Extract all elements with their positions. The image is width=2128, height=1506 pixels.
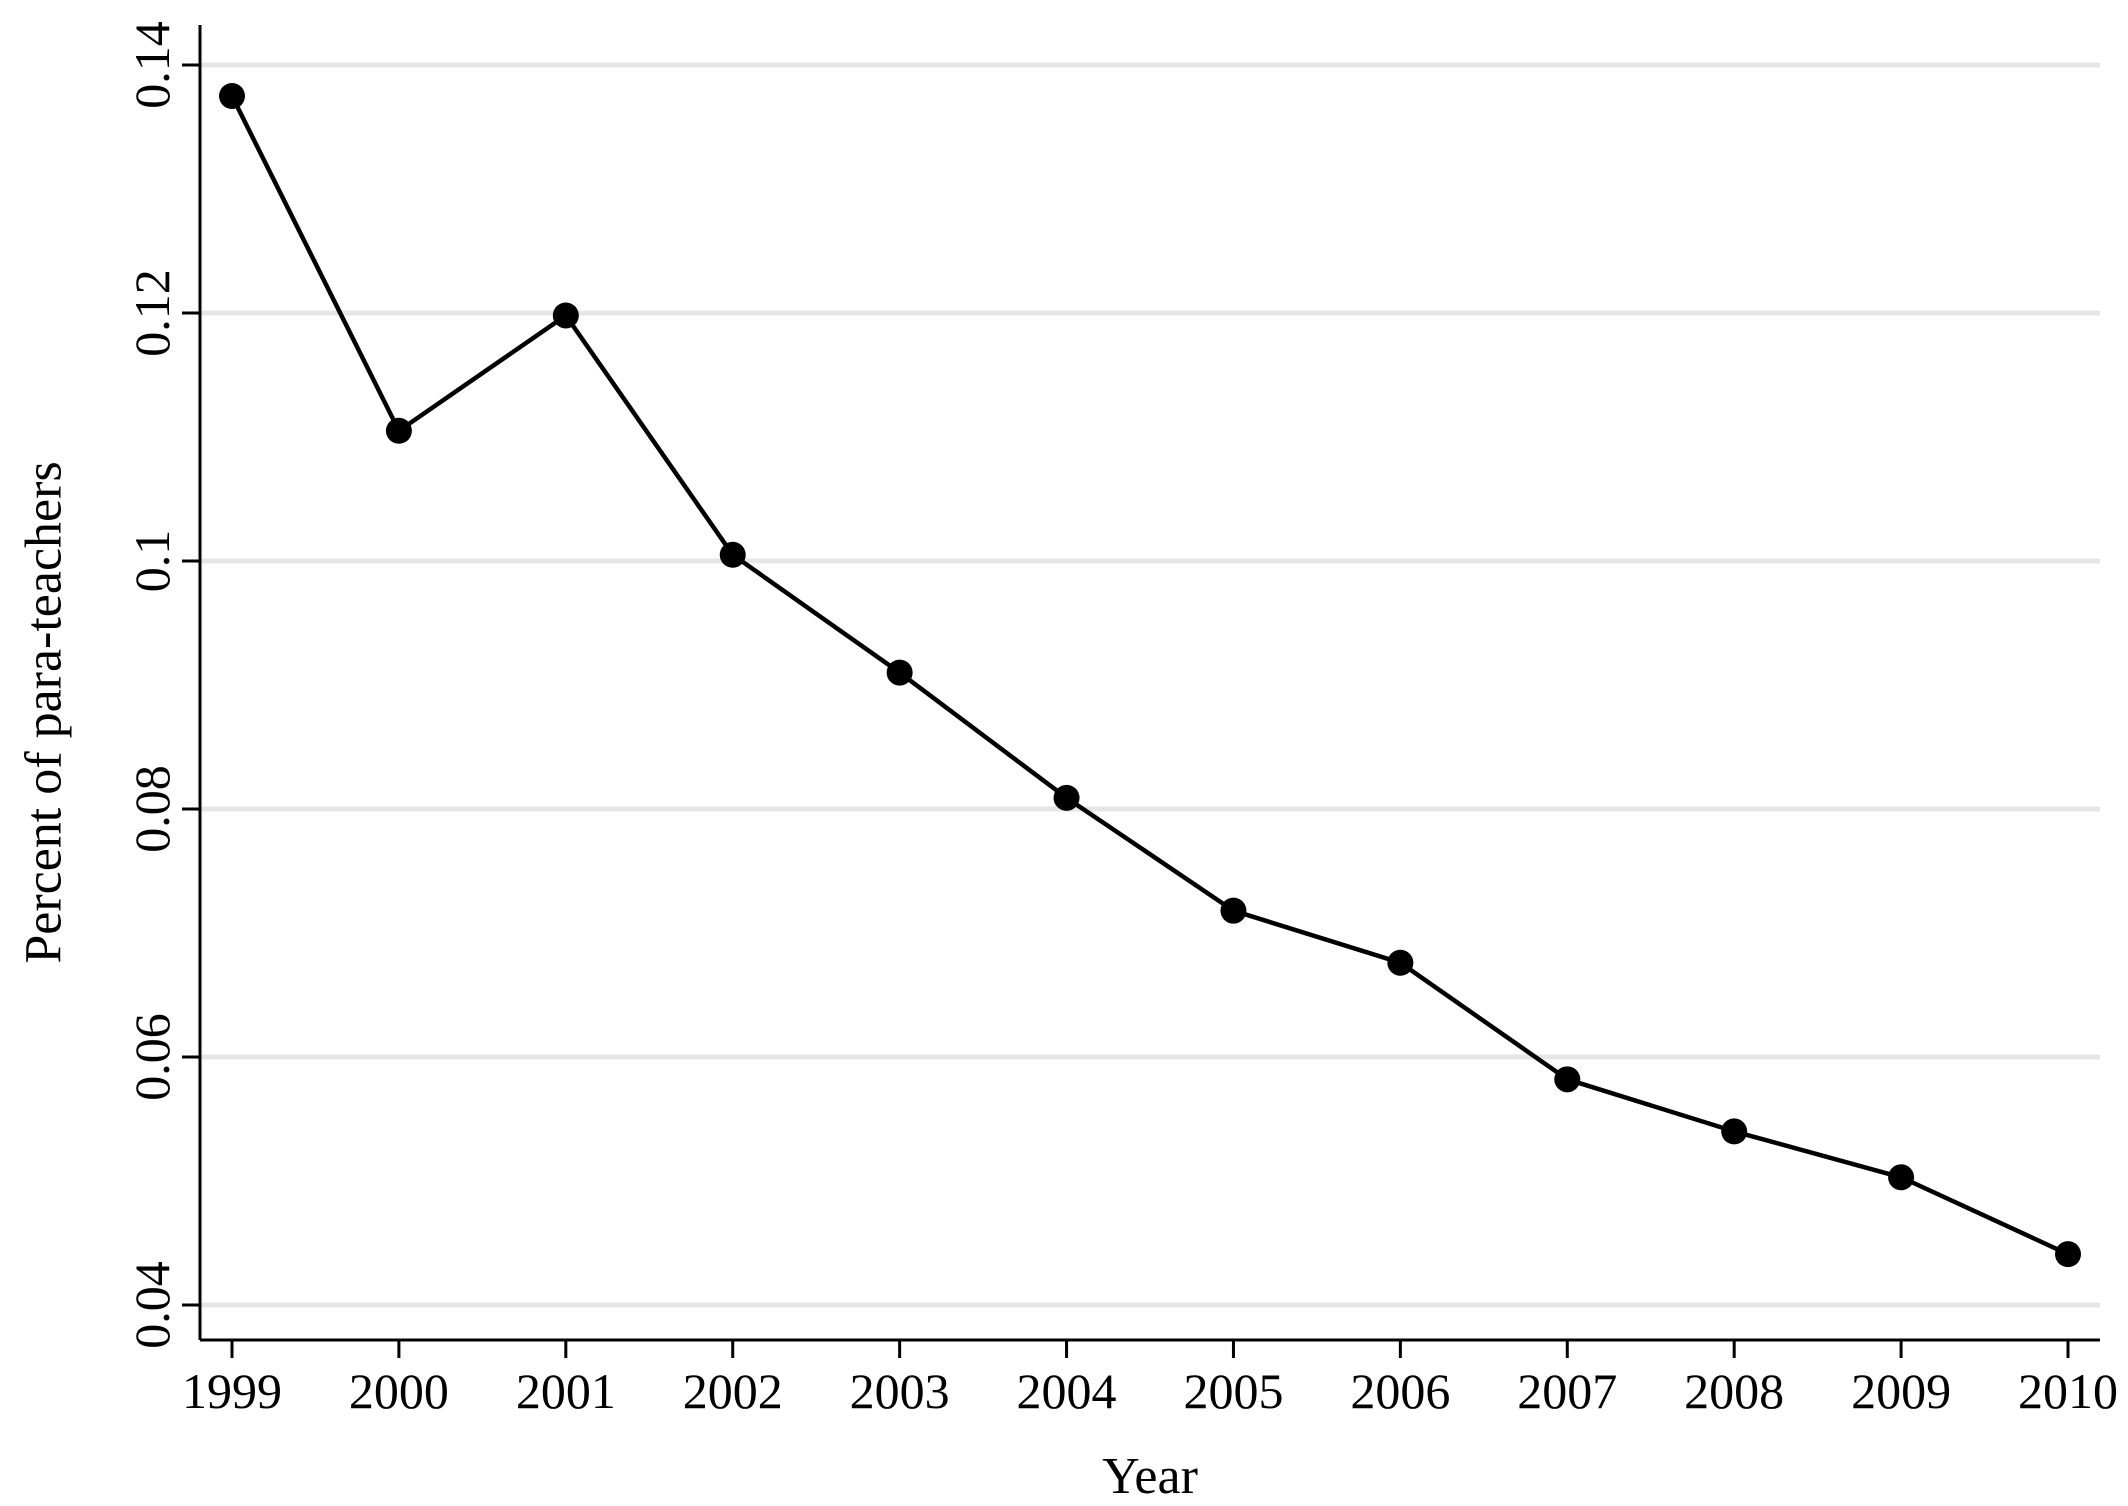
y-ticks: 0.04 0.06 0.08 0.1 0.12 0.14	[124, 21, 200, 1349]
data-point	[2055, 1241, 2081, 1267]
x-tick-label: 2003	[850, 1363, 950, 1419]
x-axis-title: Year	[1102, 1448, 1198, 1505]
x-tick-label: 2000	[349, 1363, 449, 1419]
data-point	[1054, 785, 1080, 811]
data-point	[1220, 898, 1246, 924]
data-point	[1721, 1118, 1747, 1144]
x-tick-label: 2006	[1350, 1363, 1450, 1419]
x-tick-label: 2002	[683, 1363, 783, 1419]
y-tick-label: 0.06	[124, 1013, 180, 1101]
series-line	[232, 96, 2068, 1254]
data-point	[553, 302, 579, 328]
gridlines	[200, 65, 2100, 1305]
x-tick-label: 2004	[1017, 1363, 1117, 1419]
y-tick-label: 0.14	[124, 21, 180, 109]
axes	[200, 25, 2100, 1340]
x-tick-label: 2009	[1851, 1363, 1951, 1419]
y-tick-label: 0.1	[124, 530, 180, 593]
y-tick-label: 0.12	[124, 269, 180, 357]
x-tick-label: 2001	[516, 1363, 616, 1419]
data-point	[887, 660, 913, 686]
data-point	[1888, 1164, 1914, 1190]
y-axis-title: Percent of para-teachers	[16, 461, 73, 963]
y-tick-label: 0.08	[124, 765, 180, 853]
data-point	[1387, 950, 1413, 976]
y-tick-label: 0.04	[124, 1261, 180, 1349]
x-ticks: 1999 2000 2001 2002 2003 2004 2005 2006 2007 2008…	[182, 1340, 2118, 1419]
x-tick-label: 1999	[182, 1363, 282, 1419]
series	[219, 83, 2081, 1267]
data-point	[720, 542, 746, 568]
x-tick-label: 2005	[1183, 1363, 1283, 1419]
x-tick-label: 2007	[1517, 1363, 1617, 1419]
data-point	[386, 418, 412, 444]
data-point	[219, 83, 245, 109]
x-tick-label: 2010	[2018, 1363, 2118, 1419]
x-tick-label: 2008	[1684, 1363, 1784, 1419]
data-point	[1554, 1066, 1580, 1092]
